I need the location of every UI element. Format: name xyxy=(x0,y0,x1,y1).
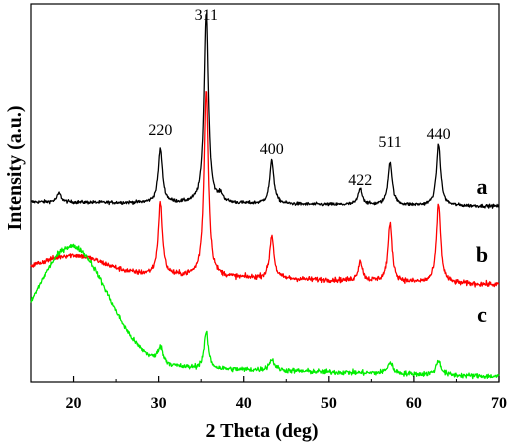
series-labels: a b c xyxy=(476,174,488,327)
x-axis-ticks: 20 30 40 50 60 70 xyxy=(30,376,507,412)
series-label-c: c xyxy=(477,302,487,327)
series-line-a xyxy=(30,13,500,209)
series-label-a: a xyxy=(477,174,488,199)
x-axis-title: 2 Theta (deg) xyxy=(206,420,319,442)
plot-frame xyxy=(30,3,500,383)
series-line-b xyxy=(30,91,500,288)
x-tick-label: 70 xyxy=(491,395,507,412)
x-tick-label: 30 xyxy=(151,395,167,412)
series-label-b: b xyxy=(476,242,488,267)
y-axis-title: Intensity (a.u.) xyxy=(4,105,26,230)
series-layer xyxy=(30,13,500,380)
x-tick-label: 40 xyxy=(236,395,252,412)
peak-labels: 220 311 400 422 511 440 xyxy=(148,7,450,189)
x-tick-label: 60 xyxy=(406,395,422,412)
peak-label-400: 400 xyxy=(260,141,284,158)
x-tick-label: 20 xyxy=(66,395,82,412)
peak-label-422: 422 xyxy=(348,172,372,189)
series-line-c xyxy=(30,243,500,380)
peak-label-511: 511 xyxy=(378,134,401,151)
peak-label-220: 220 xyxy=(148,122,172,139)
peak-label-311: 311 xyxy=(195,7,218,24)
x-tick-label: 50 xyxy=(321,395,337,412)
peak-label-440: 440 xyxy=(427,126,451,143)
